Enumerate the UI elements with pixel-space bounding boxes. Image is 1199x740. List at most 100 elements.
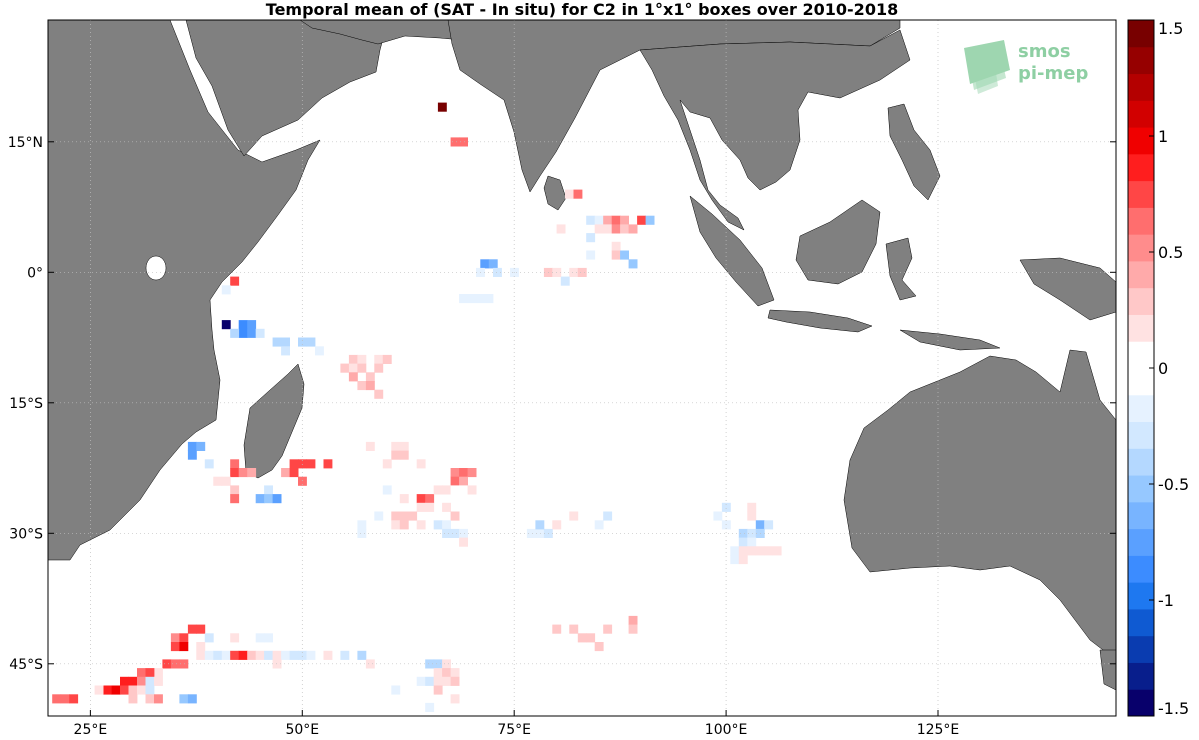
x-tick-label: 25°E [74,722,108,738]
data-box [196,441,206,451]
colorbar-segment [1128,73,1154,101]
data-box [221,285,231,295]
data-box [272,659,282,669]
data-box [281,650,290,660]
colorbar-segment [1128,448,1154,476]
data-box [425,659,435,669]
data-box [747,528,757,538]
data-box [357,363,367,373]
data-box [238,328,248,338]
smos-pimep-logo: smos pi-mep [964,40,1088,94]
data-box [348,372,358,382]
data-box [450,694,460,704]
data-box [374,363,384,373]
data-box [442,528,451,538]
indochina-landmass [639,29,911,231]
data-box [645,215,655,225]
colorbar-segment [1128,20,1154,48]
data-box [450,676,460,686]
data-box [230,650,240,660]
data-box [340,650,350,660]
data-box [594,642,604,652]
colorbar-segment [1128,582,1154,610]
data-box [459,485,468,495]
data-box [747,537,757,547]
data-box [272,650,282,660]
data-box [179,694,189,704]
data-box [255,328,265,338]
data-box [433,520,443,530]
colorbar-tick-label: 0 [1158,359,1168,378]
data-box [170,633,180,643]
data-box [374,511,384,521]
data-box [204,633,214,643]
data-box [154,668,163,678]
data-box [230,459,240,469]
data-box [433,676,443,686]
colorbar-tick-label: 0.5 [1158,243,1183,262]
data-box [306,459,316,469]
data-box [586,215,596,225]
data-box [94,685,104,695]
data-box [69,694,79,704]
data-box [730,555,740,565]
data-box [416,494,426,504]
data-box [450,476,460,486]
data-box [399,511,409,521]
data-box [365,441,375,451]
data-box [611,215,621,225]
data-box [137,676,146,686]
colorbar-segment [1128,501,1154,530]
colorbar-segment [1128,100,1154,128]
x-tick-label: 100°E [705,722,748,738]
data-box [391,511,401,521]
colorbar-segment [1128,287,1154,315]
data-box [264,650,273,660]
data-box [408,511,418,521]
data-box [391,450,401,460]
data-box [179,633,189,643]
timor-islands [899,329,1001,351]
data-box [620,250,629,260]
data-box [289,650,299,660]
data-box [772,546,782,556]
data-box [594,520,604,530]
data-box [459,537,468,547]
colorbar-tick-label: -0.5 [1158,475,1189,494]
colorbar-segment [1128,421,1154,449]
colorbar-segment [1128,689,1154,717]
data-box [611,250,621,260]
data-box [357,354,367,364]
data-box [577,267,587,277]
data-box [433,668,443,678]
data-box [374,354,384,364]
data-box [437,102,447,112]
data-box [433,685,443,695]
data-box [416,676,426,686]
data-box [179,642,189,652]
data-box [230,276,240,286]
data-box [565,189,574,199]
data-box [204,650,214,660]
data-box [442,502,451,512]
data-box [179,659,189,669]
data-box [247,320,257,330]
logo-line-2: pi-mep [1018,63,1088,84]
data-box [145,685,155,695]
data-box [255,650,265,660]
data-box [569,511,579,521]
data-box [272,337,282,347]
data-box [459,476,468,486]
data-box [484,294,494,304]
data-box [120,685,129,695]
x-tick-label: 75°E [497,722,531,738]
y-tick-label: 45°S [9,657,43,673]
data-box [747,511,757,521]
borneo-island [795,199,881,285]
java-island [767,309,873,333]
data-box [162,659,172,669]
data-box [340,363,350,373]
data-box [128,676,138,686]
data-box [289,468,299,478]
data-box [620,224,629,234]
